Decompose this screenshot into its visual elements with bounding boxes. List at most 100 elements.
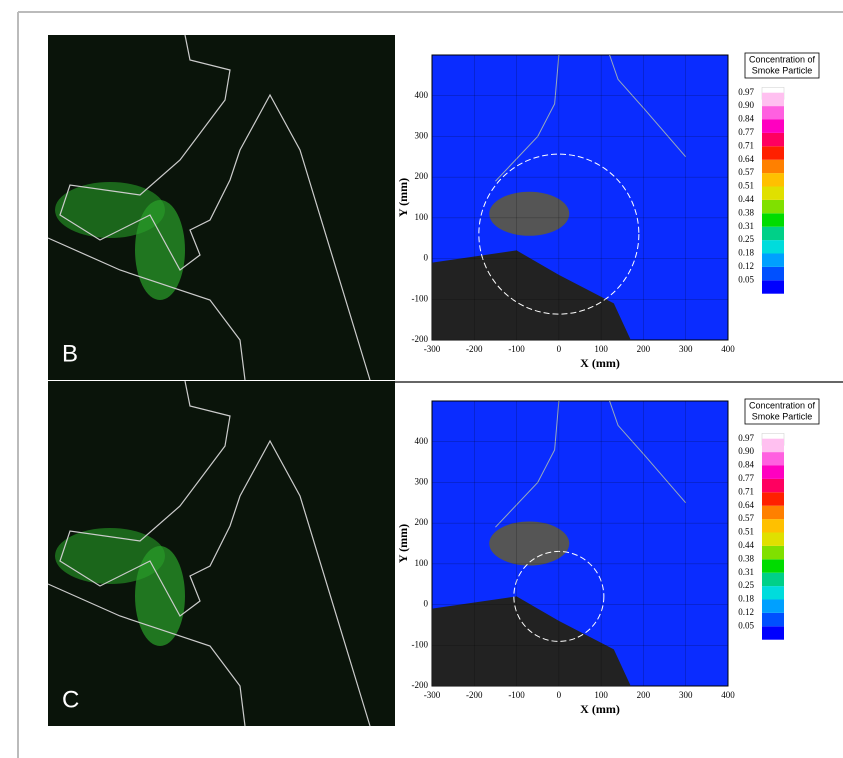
colorbar-band [762, 280, 784, 294]
x-tick-label: 100 [594, 344, 608, 354]
colorbar-label: 0.18 [738, 248, 754, 258]
colorbar-label: 0.25 [738, 580, 754, 590]
colorbar-band [762, 240, 784, 254]
y-tick-label: 100 [415, 212, 429, 222]
y-axis-title: Y (mm) [396, 524, 410, 563]
colorbar-band [762, 572, 784, 587]
colorbar-label: 0.38 [738, 553, 754, 563]
y-tick-label: 0 [424, 599, 429, 609]
colorbar-band [762, 199, 784, 214]
colorbar-band [762, 146, 784, 160]
x-tick-label: -300 [424, 690, 441, 700]
green-glow [135, 546, 185, 646]
colorbar-label: 0.77 [738, 473, 754, 483]
y-tick-label: 200 [415, 517, 429, 527]
colorbar-title-box [744, 398, 820, 425]
colorbar-band [762, 545, 784, 560]
colorbar-label: 0.64 [738, 154, 754, 164]
colorbar-band [762, 173, 784, 187]
colorbar-band [762, 559, 784, 573]
y-tick-label: 400 [415, 90, 429, 100]
colorbar-band [762, 505, 784, 520]
x-tick-label: 400 [721, 344, 735, 354]
x-tick-label: -100 [508, 690, 525, 700]
colorbar-label: 0.12 [738, 261, 754, 271]
outline [47, 34, 371, 381]
colorbar-label: 0.77 [738, 127, 754, 137]
dashed-circle [513, 550, 605, 642]
x-tick-label: -100 [508, 344, 525, 354]
photo: C [47, 380, 395, 727]
colorbar-label: 0.84 [738, 460, 754, 470]
colorbar-label: 0.57 [738, 167, 754, 177]
colorbar-band [762, 626, 784, 640]
colorbar-label: 0.71 [738, 140, 754, 150]
panel-label: B [62, 340, 78, 367]
colorbar-band [762, 106, 784, 120]
x-tick-label: 400 [721, 690, 735, 700]
y-tick-label: 300 [415, 476, 429, 486]
colorbar-label: 0.97 [738, 87, 754, 97]
y-tick-label: 400 [415, 436, 429, 446]
colorbar-band [762, 186, 784, 200]
colorbar-label: 0.97 [738, 433, 754, 443]
outline [47, 380, 371, 727]
colorbar-label: 0.44 [738, 540, 754, 550]
colorbar-title: Smoke Particle [752, 65, 813, 75]
colorbar-band [762, 226, 784, 241]
colorbar-label: 0.84 [738, 114, 754, 124]
y-tick-label: 200 [415, 171, 429, 181]
x-tick-label: 300 [679, 344, 693, 354]
colorbar-label: 0.51 [738, 527, 754, 537]
colorbar-label: 0.31 [738, 567, 754, 577]
colorbar-label: 0.05 [738, 620, 754, 630]
colorbar-label: 0.71 [738, 486, 754, 496]
y-tick-label: -100 [412, 639, 429, 649]
colorbar-label: 0.12 [738, 607, 754, 617]
colorbar-label: 0.57 [738, 513, 754, 523]
colorbar-label: 0.25 [738, 234, 754, 244]
green-glow [55, 182, 165, 238]
colorbar-band [762, 599, 784, 613]
head-outline [495, 54, 687, 182]
colorbar-band [762, 465, 784, 479]
colorbar-title: Concentration of [749, 400, 816, 410]
body-silhouette [432, 250, 631, 340]
y-axis-title: Y (mm) [396, 178, 410, 217]
head-outline [495, 400, 687, 528]
colorbar-band [762, 266, 784, 281]
colorbar-label: 0.18 [738, 594, 754, 604]
colorbar-label: 0.05 [738, 274, 754, 284]
colorbar-label: 0.51 [738, 181, 754, 191]
y-tick-label: -100 [412, 293, 429, 303]
green-glow [55, 528, 165, 584]
x-tick-label: -300 [424, 344, 441, 354]
x-tick-label: 0 [557, 344, 562, 354]
photo: B [47, 34, 395, 381]
y-tick-label: -200 [412, 334, 429, 344]
colorbar-label: 0.90 [738, 446, 754, 456]
colorbar-band [762, 452, 784, 466]
panel-label: C [62, 686, 79, 713]
colorbar-band [762, 213, 784, 227]
y-tick-label: -200 [412, 680, 429, 690]
colorbar-band [762, 253, 784, 267]
colorbar-band [762, 478, 784, 493]
y-tick-label: 300 [415, 130, 429, 140]
colorbar-band [762, 438, 784, 453]
y-tick-label: 100 [415, 558, 429, 568]
colorbar-band [762, 519, 784, 533]
colorbar-label: 0.38 [738, 207, 754, 217]
x-tick-label: -200 [466, 344, 483, 354]
colorbar-band [762, 132, 784, 147]
x-axis-title: X (mm) [580, 702, 620, 716]
x-axis-title: X (mm) [580, 356, 620, 370]
mask-shape [489, 191, 570, 236]
colorbar-band [762, 159, 784, 174]
x-tick-label: -200 [466, 690, 483, 700]
colorbar-band [762, 532, 784, 546]
colorbar-title-box [744, 52, 820, 79]
colorbar-band [762, 492, 784, 506]
x-tick-label: 100 [594, 690, 608, 700]
